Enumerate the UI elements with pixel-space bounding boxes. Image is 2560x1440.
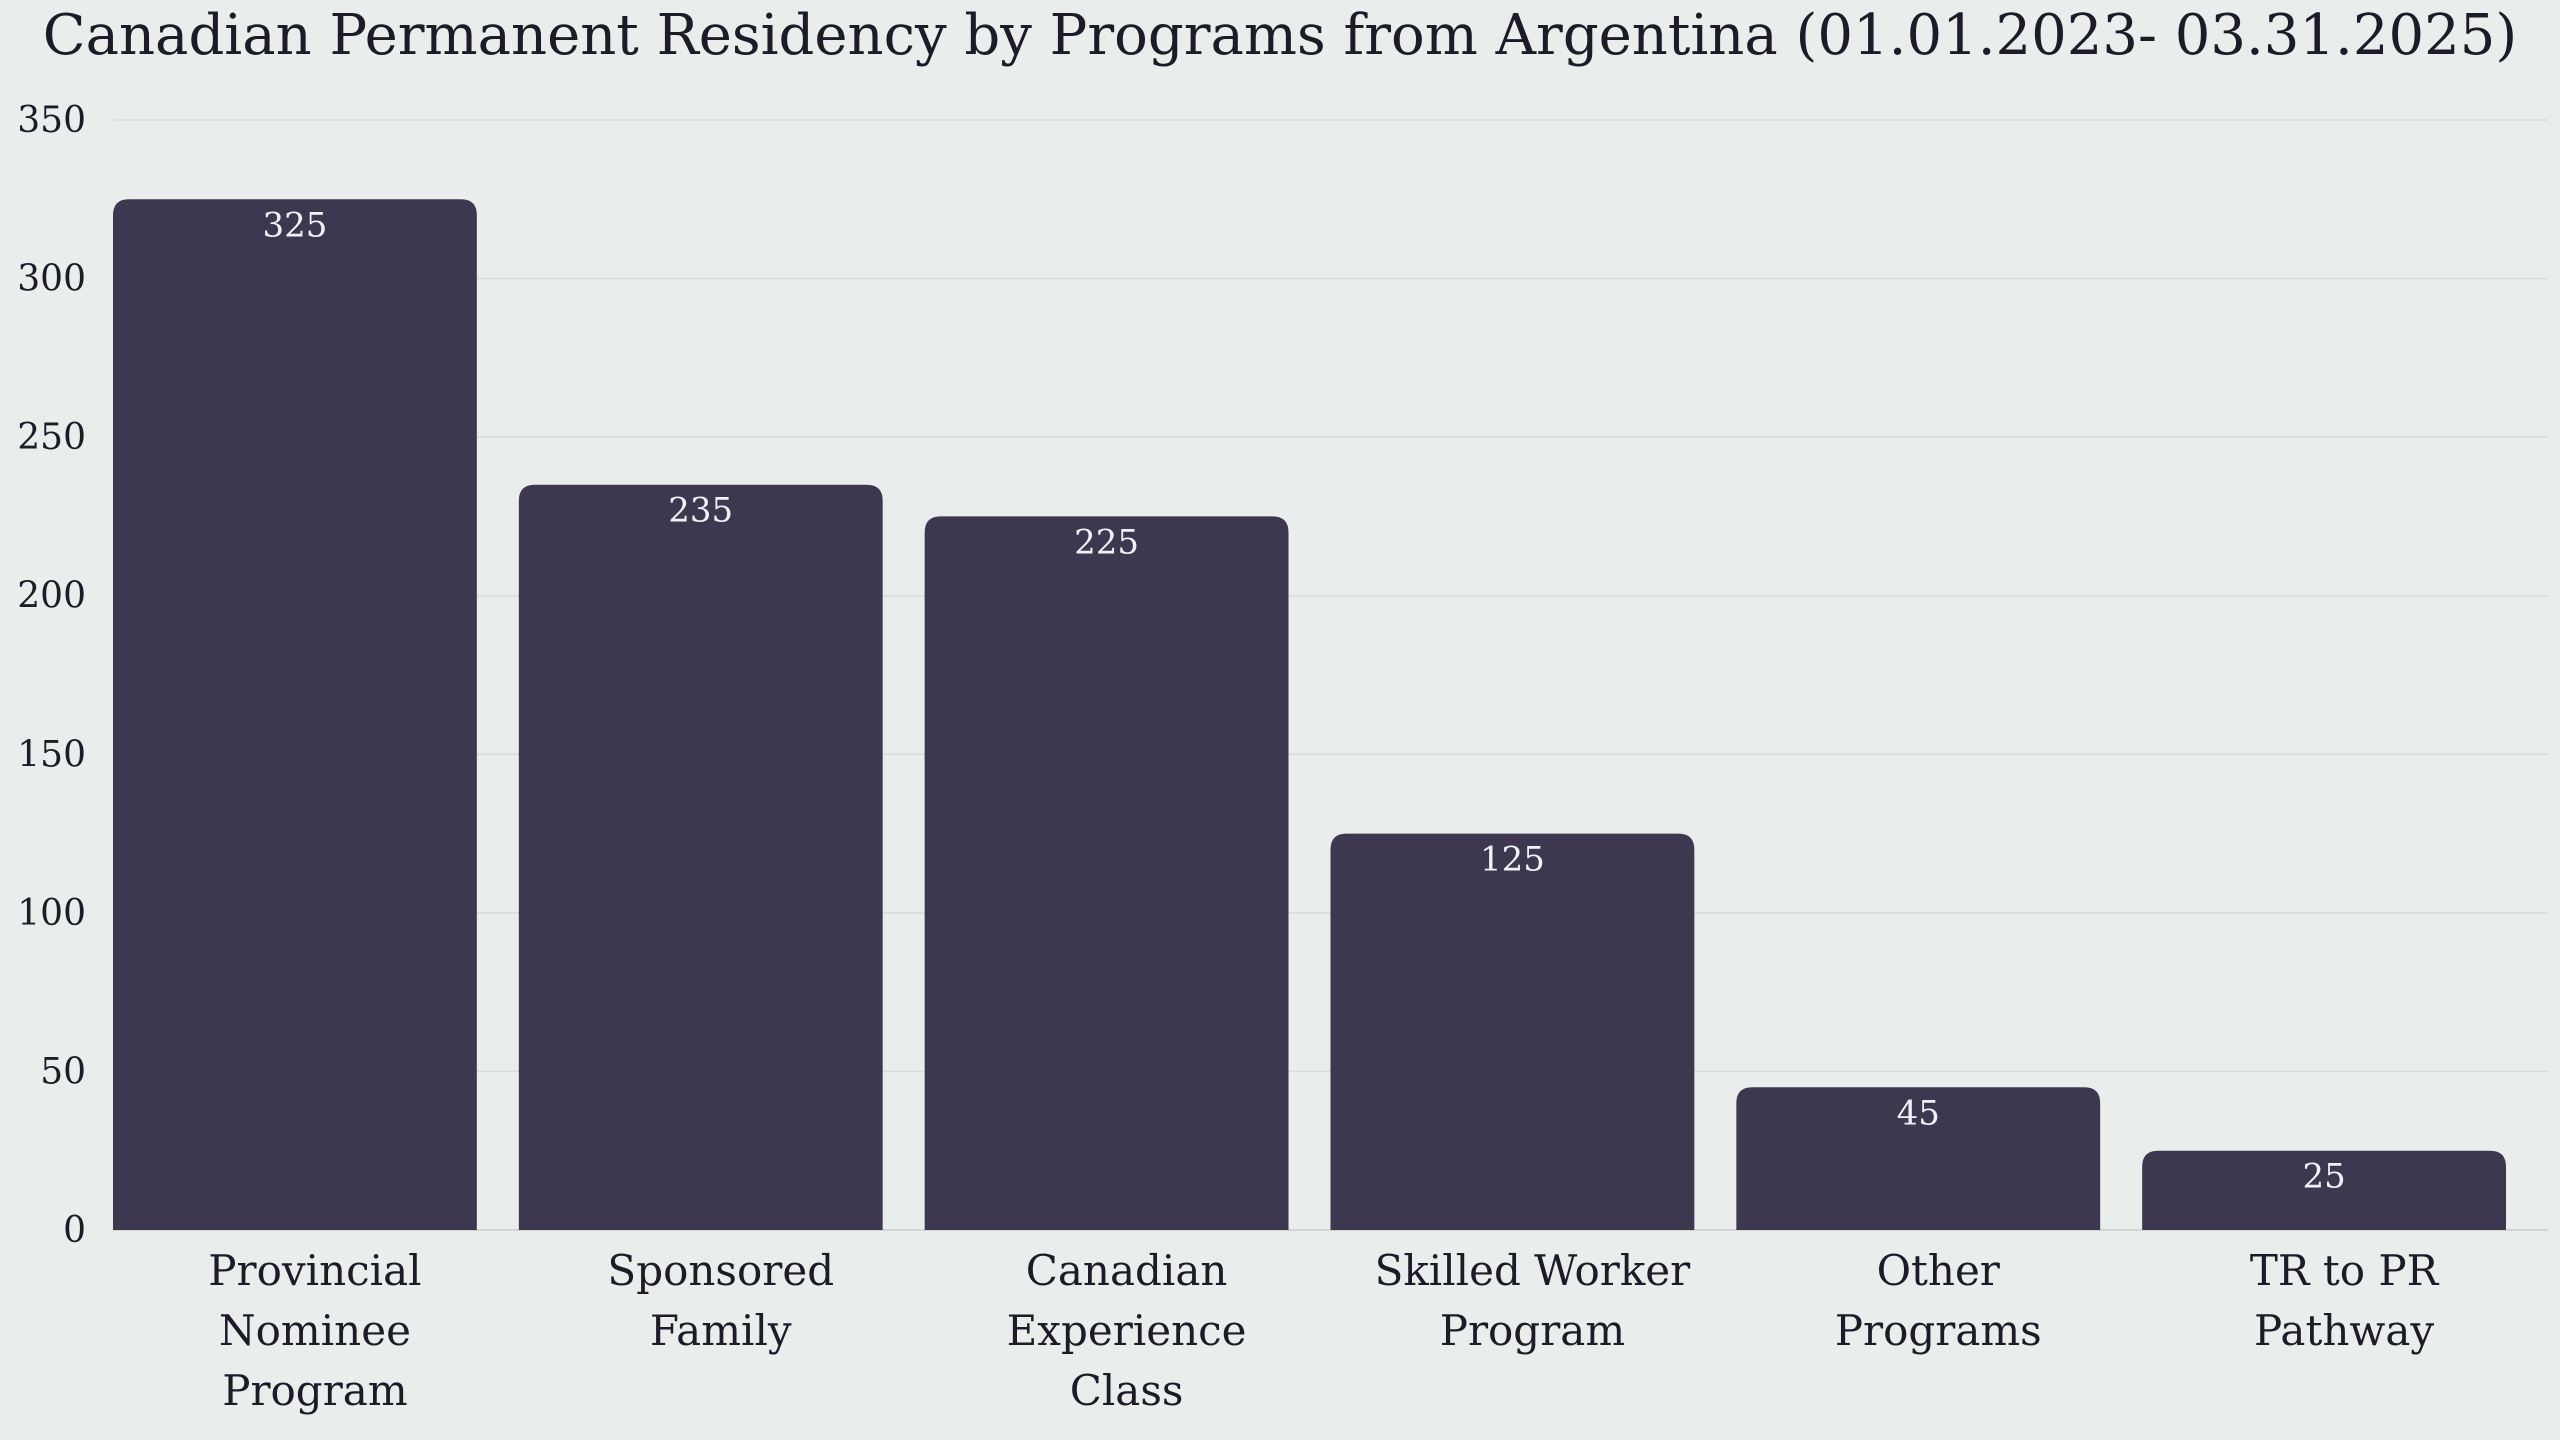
chart-title: Canadian Permanent Residency by Programs… bbox=[42, 3, 2518, 68]
x-category-label-line: Nominee bbox=[219, 1306, 411, 1355]
y-axis-ticks: 0 50 100 150 200 250 300 350 bbox=[17, 100, 86, 1251]
bar-value-labels: 325 235 225 125 45 25 bbox=[262, 205, 2345, 1196]
x-category-label-line: Skilled Worker bbox=[1375, 1246, 1692, 1295]
x-axis-category-labels: Provincial Nominee Program Sponsored Family C… bbox=[208, 1246, 2439, 1415]
x-category-label-line: Program bbox=[222, 1366, 407, 1415]
bar[interactable] bbox=[1736, 1087, 2101, 1230]
x-category-label-line: Canadian bbox=[1026, 1246, 1228, 1295]
x-category-label: Other Programs bbox=[1835, 1246, 2042, 1355]
bar-value-label: 45 bbox=[1897, 1093, 1940, 1133]
bar[interactable] bbox=[1330, 833, 1695, 1230]
y-tick-label: 350 bbox=[17, 100, 86, 141]
y-tick-label: 0 bbox=[63, 1210, 86, 1251]
x-category-label-line: Family bbox=[650, 1306, 792, 1355]
y-tick-label: 200 bbox=[17, 576, 86, 617]
x-category-label-line: Class bbox=[1070, 1366, 1184, 1415]
x-category-label-line: Programs bbox=[1835, 1306, 2042, 1355]
x-category-label: Sponsored Family bbox=[607, 1246, 834, 1355]
x-category-label: Provincial Nominee Program bbox=[208, 1246, 421, 1415]
x-category-label-line: Other bbox=[1877, 1246, 2001, 1295]
y-tick-label: 150 bbox=[17, 734, 86, 775]
x-category-label-line: Pathway bbox=[2254, 1306, 2434, 1355]
y-tick-label: 300 bbox=[17, 259, 86, 300]
x-category-label: TR to PR Pathway bbox=[2250, 1246, 2440, 1355]
x-category-label-line: Provincial bbox=[208, 1246, 421, 1295]
bars bbox=[113, 199, 2506, 1230]
y-tick-label: 100 bbox=[17, 893, 86, 934]
bar-value-label: 325 bbox=[262, 205, 327, 245]
x-category-label-line: Sponsored bbox=[607, 1246, 834, 1295]
x-category-label-line: TR to PR bbox=[2250, 1246, 2440, 1295]
bar-value-label: 25 bbox=[2302, 1157, 2345, 1197]
bar-value-label: 235 bbox=[668, 491, 733, 531]
bar[interactable] bbox=[924, 516, 1289, 1230]
bar[interactable] bbox=[518, 484, 883, 1230]
x-category-label-line: Program bbox=[1440, 1306, 1625, 1355]
y-tick-label: 250 bbox=[17, 417, 86, 458]
x-category-label: Canadian Experience Class bbox=[1007, 1246, 1247, 1415]
bar-value-label: 225 bbox=[1074, 522, 1139, 562]
bar[interactable] bbox=[2142, 1150, 2506, 1230]
x-category-label: Skilled Worker Program bbox=[1375, 1246, 1692, 1355]
bar[interactable] bbox=[113, 199, 477, 1230]
y-tick-label: 50 bbox=[40, 1051, 86, 1092]
x-category-label-line: Experience bbox=[1007, 1306, 1247, 1355]
bar-value-label: 125 bbox=[1480, 840, 1545, 880]
